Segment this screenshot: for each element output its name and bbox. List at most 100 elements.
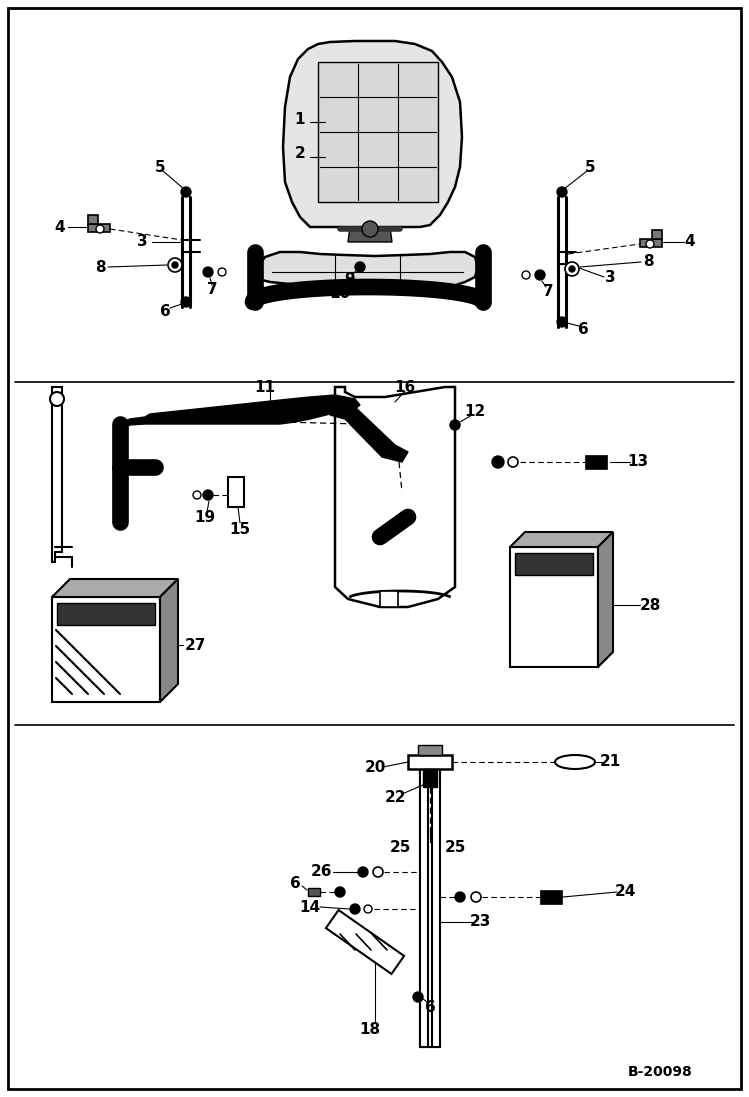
Circle shape — [557, 186, 567, 197]
Circle shape — [181, 297, 191, 307]
Polygon shape — [510, 532, 613, 547]
Text: 24: 24 — [614, 884, 636, 900]
Polygon shape — [335, 387, 455, 607]
Polygon shape — [255, 252, 478, 290]
Text: 8: 8 — [643, 255, 653, 270]
Circle shape — [203, 267, 213, 278]
Text: 6: 6 — [290, 875, 300, 891]
Circle shape — [203, 490, 213, 500]
Text: 1: 1 — [295, 112, 306, 126]
Text: 4: 4 — [685, 235, 695, 249]
Text: 3: 3 — [604, 270, 616, 284]
Circle shape — [522, 271, 530, 279]
Bar — [423, 769, 437, 787]
Polygon shape — [52, 387, 62, 562]
Text: 9: 9 — [345, 271, 355, 286]
Bar — [318, 63, 438, 202]
Text: 16: 16 — [395, 380, 416, 395]
Circle shape — [569, 265, 575, 272]
Text: 7: 7 — [543, 284, 554, 299]
Text: 25: 25 — [389, 839, 410, 855]
Circle shape — [455, 892, 465, 902]
Bar — [432, 767, 440, 1047]
Bar — [515, 553, 593, 575]
Text: 14: 14 — [300, 900, 321, 915]
Circle shape — [492, 456, 504, 468]
Text: 5: 5 — [585, 159, 595, 174]
Circle shape — [350, 904, 360, 914]
Circle shape — [362, 220, 378, 237]
Polygon shape — [420, 772, 440, 1047]
Circle shape — [181, 186, 191, 197]
Text: 26: 26 — [312, 864, 333, 880]
Circle shape — [355, 262, 365, 272]
Text: 15: 15 — [229, 521, 251, 536]
Text: 23: 23 — [470, 915, 491, 929]
Polygon shape — [326, 911, 404, 974]
Circle shape — [218, 268, 226, 276]
Polygon shape — [348, 227, 392, 242]
Bar — [228, 477, 244, 507]
Text: 27: 27 — [184, 637, 206, 653]
Bar — [408, 755, 452, 769]
Bar — [420, 767, 428, 1047]
Polygon shape — [88, 215, 98, 224]
Bar — [52, 597, 160, 702]
Circle shape — [364, 905, 372, 913]
Text: 12: 12 — [464, 405, 485, 419]
Text: 22: 22 — [384, 790, 406, 804]
Polygon shape — [283, 41, 462, 227]
Text: 25: 25 — [444, 839, 466, 855]
Text: 4: 4 — [55, 219, 65, 235]
Text: 5: 5 — [155, 159, 166, 174]
Circle shape — [508, 457, 518, 467]
Circle shape — [172, 262, 178, 268]
Bar — [57, 603, 155, 625]
Circle shape — [450, 420, 460, 430]
Text: 8: 8 — [94, 260, 106, 274]
Text: 6: 6 — [160, 304, 170, 318]
Circle shape — [96, 225, 104, 233]
Circle shape — [193, 491, 201, 499]
Text: 21: 21 — [599, 755, 621, 769]
Bar — [418, 745, 442, 755]
Circle shape — [646, 240, 654, 248]
Polygon shape — [88, 224, 110, 231]
Text: 6: 6 — [577, 321, 589, 337]
Polygon shape — [160, 579, 178, 702]
Polygon shape — [652, 230, 662, 239]
Text: 13: 13 — [628, 454, 649, 470]
Text: 11: 11 — [255, 380, 276, 395]
Circle shape — [335, 887, 345, 897]
Circle shape — [471, 892, 481, 902]
Circle shape — [557, 317, 567, 327]
Ellipse shape — [555, 755, 595, 769]
Circle shape — [373, 867, 383, 877]
Circle shape — [358, 867, 368, 877]
Polygon shape — [308, 887, 320, 896]
Text: 7: 7 — [207, 283, 217, 297]
Circle shape — [413, 992, 423, 1002]
Text: B-20098: B-20098 — [628, 1065, 692, 1079]
Text: 2: 2 — [294, 147, 306, 161]
Circle shape — [168, 258, 182, 272]
Text: 18: 18 — [360, 1021, 380, 1037]
Polygon shape — [115, 395, 360, 432]
Polygon shape — [52, 579, 178, 597]
Polygon shape — [330, 407, 408, 462]
Bar — [585, 455, 607, 470]
Circle shape — [346, 278, 354, 286]
Text: 20: 20 — [364, 759, 386, 774]
Text: 3: 3 — [136, 235, 148, 249]
Polygon shape — [640, 239, 662, 247]
Text: 19: 19 — [195, 509, 216, 524]
Text: 6: 6 — [425, 999, 435, 1015]
Circle shape — [50, 392, 64, 406]
Text: 10: 10 — [330, 286, 351, 302]
Bar — [510, 547, 598, 667]
Text: 28: 28 — [640, 598, 661, 612]
Circle shape — [565, 262, 579, 276]
Circle shape — [535, 270, 545, 280]
Bar — [380, 591, 398, 607]
Polygon shape — [598, 532, 613, 667]
